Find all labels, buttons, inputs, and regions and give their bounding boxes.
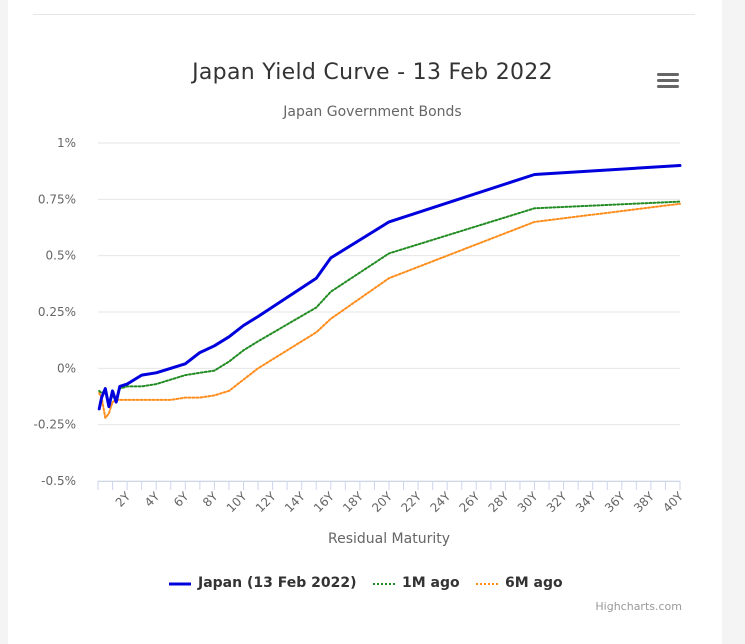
chart-subtitle: Japan Government Bonds: [283, 104, 462, 120]
legend: Japan (13 Feb 2022) 1M ago 6M ago: [0, 574, 745, 594]
legend-label: 6M ago: [505, 575, 563, 591]
x-tick-label: 20Y: [369, 489, 395, 515]
x-tick-label: 4Y: [142, 489, 163, 510]
legend-symbol: [476, 583, 498, 585]
x-tick-label: 8Y: [200, 489, 221, 510]
chart-title: Japan Yield Curve - 13 Feb 2022: [192, 60, 553, 85]
x-tick-label: 18Y: [340, 489, 366, 515]
y-tick-label: 1%: [57, 136, 76, 150]
x-tick-label: 32Y: [544, 489, 570, 515]
legend-symbol: [169, 582, 191, 586]
x-tick-label: 24Y: [427, 489, 453, 515]
x-tick-label: 30Y: [515, 489, 541, 515]
x-tick-label: 10Y: [224, 489, 250, 515]
x-tick-label: 6Y: [171, 489, 192, 510]
x-tick-label: 12Y: [253, 489, 279, 515]
x-tick-label: 16Y: [311, 489, 337, 515]
legend-label: 1M ago: [402, 575, 460, 591]
credits-link[interactable]: Highcharts.com: [595, 600, 682, 613]
series-line[interactable]: [98, 202, 681, 419]
x-tick-label: 36Y: [602, 489, 628, 515]
x-tick-label: 34Y: [573, 489, 599, 515]
series-line[interactable]: [98, 200, 681, 406]
y-tick-label: 0.5%: [46, 249, 77, 263]
legend-label: Japan (13 Feb 2022): [198, 575, 357, 591]
legend-symbol: [373, 583, 395, 585]
y-tick-label: 0%: [57, 361, 76, 375]
x-tick-label: 38Y: [631, 489, 657, 515]
divider: [33, 14, 695, 15]
x-axis-title: Residual Maturity: [328, 531, 450, 547]
y-tick-label: 0.75%: [38, 192, 76, 206]
x-tick-label: 28Y: [486, 489, 512, 515]
x-tick-label: 22Y: [398, 489, 424, 515]
context-menu-button[interactable]: [656, 70, 680, 92]
chart-container: [8, 0, 722, 644]
series-line[interactable]: [97, 164, 682, 411]
x-tick-label: 40Y: [660, 489, 686, 515]
hamburger-menu-icon: [657, 73, 679, 76]
y-tick-label: -0.5%: [41, 474, 76, 488]
x-tick-label: 2Y: [113, 489, 134, 510]
x-tick-label: 26Y: [457, 489, 483, 515]
y-tick-label: 0.25%: [38, 305, 76, 319]
x-tick-label: 14Y: [282, 489, 308, 515]
y-tick-label: -0.25%: [34, 418, 76, 432]
